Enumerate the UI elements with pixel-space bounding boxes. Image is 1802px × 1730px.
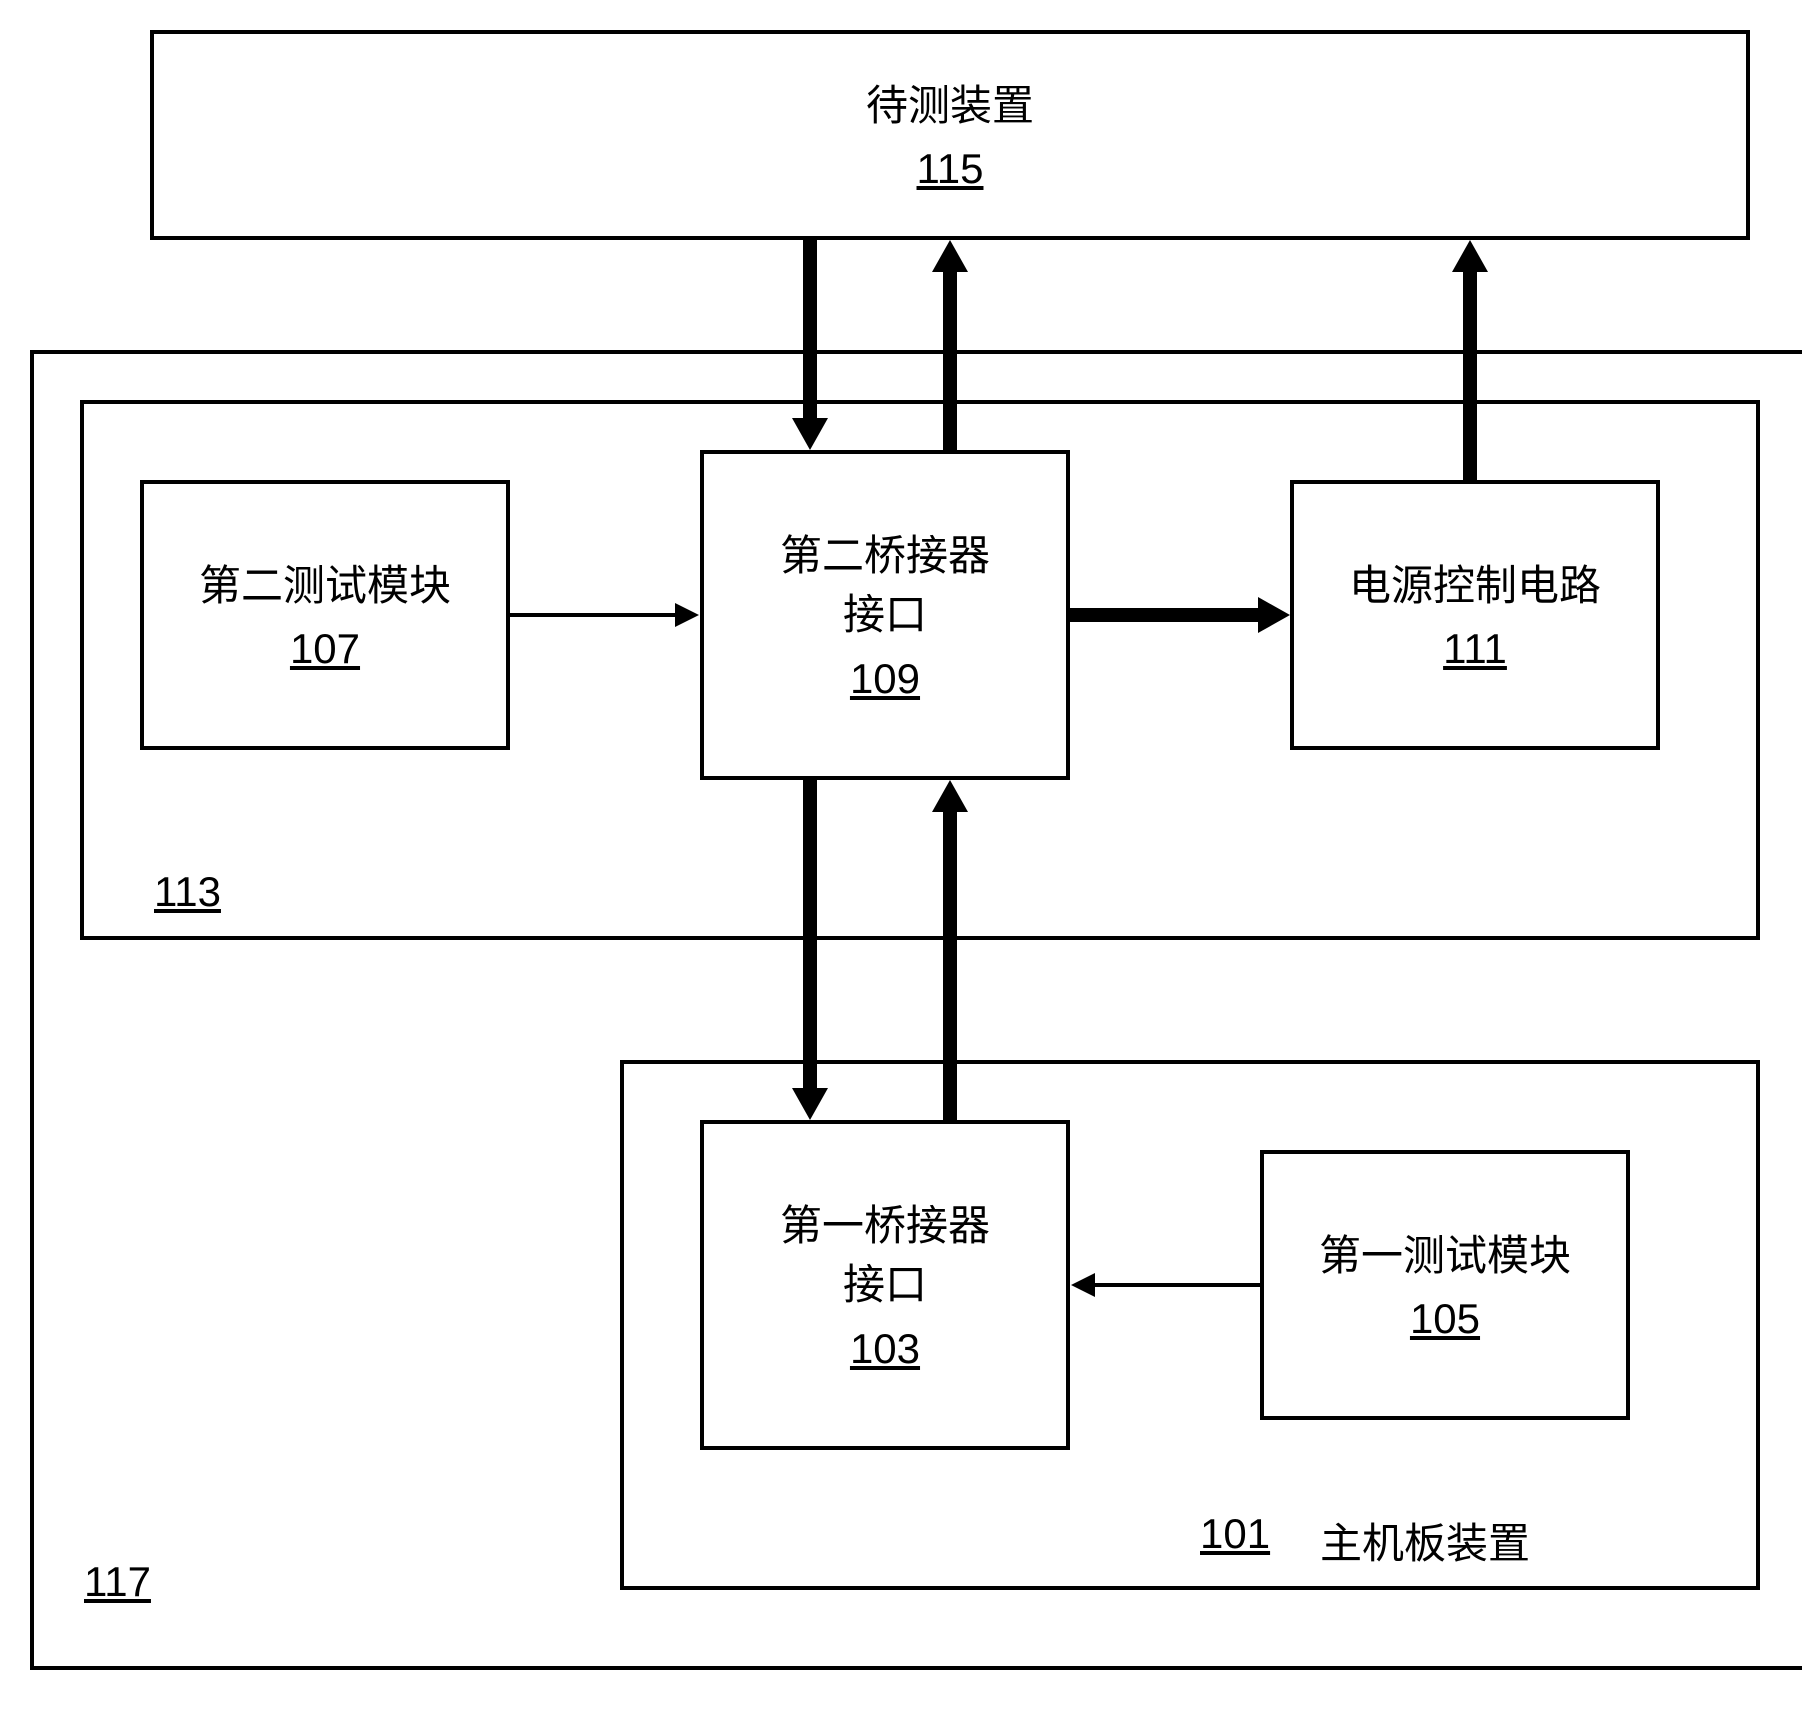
node-bridge2: 第二桥接器 接口 109 [700, 450, 1070, 780]
power-label: 电源控制电路 [1349, 557, 1601, 616]
dut-ref: 115 [917, 145, 984, 193]
inner-113-ref: 113 [154, 868, 221, 916]
arrow-bridge2-to-dut [943, 270, 957, 450]
bridge1-ref: 103 [850, 1325, 920, 1373]
arrow-bridge1-to-bridge2 [943, 810, 957, 1120]
motherboard-101-text: 主机板装置 [1320, 1510, 1530, 1571]
node-bridge1: 第一桥接器 接口 103 [700, 1120, 1070, 1450]
arrow-bridge2-to-power [1070, 608, 1260, 622]
test1-label: 第一测试模块 [1319, 1227, 1571, 1286]
arrowhead-bridge1-to-bridge2 [932, 780, 968, 812]
arrow-test1-to-bridge1 [1095, 1283, 1260, 1287]
arrow-dut-to-bridge2 [803, 240, 817, 420]
arrow-test2-to-bridge2 [510, 613, 675, 617]
arrowhead-power-to-dut [1452, 240, 1488, 272]
node-test2: 第二测试模块 107 [140, 480, 510, 750]
test1-ref: 105 [1410, 1295, 1480, 1343]
node-power: 电源控制电路 111 [1290, 480, 1660, 750]
test2-label: 第二测试模块 [199, 557, 451, 616]
arrowhead-bridge2-to-dut [932, 240, 968, 272]
bridge2-ref: 109 [850, 655, 920, 703]
diagram-canvas: 待测装置 115 117 113 第二测试模块 107 第二桥接器 接口 109… [20, 20, 1802, 1710]
bridge1-label: 第一桥接器 接口 [780, 1197, 990, 1315]
arrowhead-bridge2-to-bridge1 [792, 1088, 828, 1120]
test2-ref: 107 [290, 625, 360, 673]
outer-117-ref: 117 [84, 1558, 151, 1606]
dut-label: 待测装置 [866, 77, 1034, 136]
arrowhead-bridge2-to-power [1258, 597, 1290, 633]
arrow-power-to-dut [1463, 270, 1477, 480]
arrowhead-test1-to-bridge1 [1071, 1273, 1095, 1297]
node-test1: 第一测试模块 105 [1260, 1150, 1630, 1420]
bridge2-label: 第二桥接器 接口 [780, 527, 990, 645]
arrowhead-dut-to-bridge2 [792, 418, 828, 450]
arrowhead-test2-to-bridge2 [675, 603, 699, 627]
motherboard-101-ref: 101 [1200, 1510, 1270, 1558]
node-dut: 待测装置 115 [150, 30, 1750, 240]
power-ref: 111 [1443, 625, 1507, 673]
arrow-bridge2-to-bridge1 [803, 780, 817, 1090]
